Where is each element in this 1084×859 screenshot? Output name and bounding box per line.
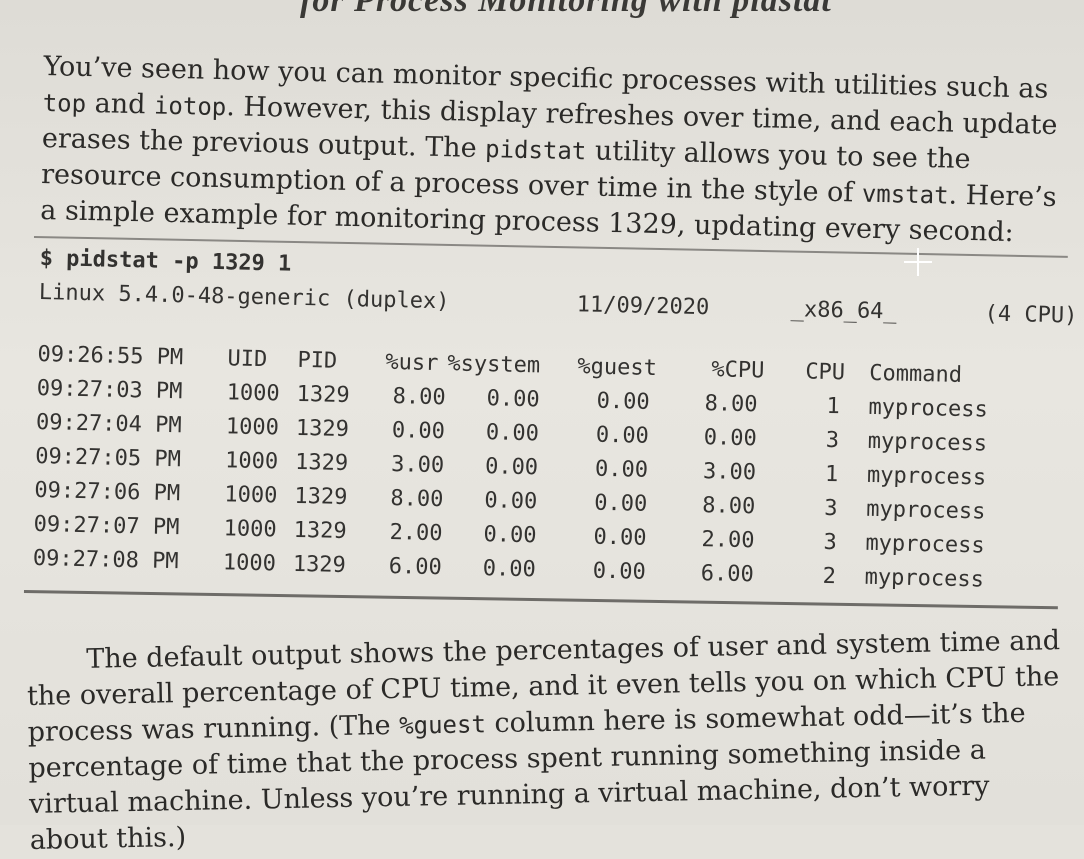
crosshair-cursor-icon (904, 248, 932, 276)
cell-cpu-pct: 8.00 (701, 493, 756, 520)
cell-uid: 1000 (223, 516, 277, 543)
cell-system: 0.00 (484, 454, 539, 481)
cell-cpu: 3 (823, 495, 838, 522)
cell-cpu-pct: 3.00 (702, 459, 757, 486)
shell-command: $ pidstat -p 1329 1 (39, 246, 292, 277)
inline-code-top: top (42, 88, 87, 118)
cell-system: 0.00 (482, 556, 537, 583)
cell-pid: 1329 (294, 483, 348, 511)
cell-guest: 0.00 (596, 388, 650, 415)
cell-cpu: 3 (823, 529, 838, 556)
cell-usr: 3.00 (390, 452, 445, 479)
cell-guest: 0.00 (594, 490, 648, 517)
cell-command: myprocess (866, 462, 987, 491)
header-time: 09:26:55 PM (37, 341, 184, 371)
cell-usr: 8.00 (390, 486, 444, 513)
cell-guest: 0.00 (593, 524, 647, 551)
intro-paragraph: You’ve seen how you can monitor specific… (39, 50, 1058, 249)
cell-usr: 8.00 (392, 384, 446, 411)
inline-code-vmstat: vmstat (861, 179, 949, 210)
header-pid: PID (297, 347, 338, 374)
cell-cpu-pct: 6.00 (700, 561, 754, 588)
date-info: 11/09/2020 (576, 292, 710, 321)
cell-guest: 0.00 (594, 456, 649, 483)
cell-cpu-pct: 0.00 (703, 425, 758, 452)
section-heading-fragment: for Process Monitoring with pidstat (300, 0, 832, 19)
cell-pid: 1329 (296, 381, 350, 409)
arch-info: _x86_64_ (790, 297, 897, 325)
cell-time: 09:27:07 PM (33, 511, 180, 541)
cell-system: 0.00 (484, 488, 538, 515)
cell-command: myprocess (867, 428, 988, 457)
header-usr: %usr (385, 349, 439, 377)
cell-command: myprocess (865, 530, 985, 559)
cell-pid: 1329 (294, 449, 349, 477)
cell-uid: 1000 (224, 482, 278, 509)
header-cpu: CPU (805, 359, 846, 386)
cell-cpu: 3 (825, 427, 840, 454)
cell-uid: 1000 (225, 414, 280, 441)
cell-guest: 0.00 (595, 422, 650, 449)
inline-code-guest: %guest (398, 710, 487, 740)
cell-uid: 1000 (226, 380, 280, 407)
header-uid: UID (227, 346, 268, 373)
cell-usr: 0.00 (391, 418, 446, 445)
cell-time: 09:27:05 PM (34, 443, 182, 473)
cell-usr: 6.00 (388, 553, 443, 581)
cell-command: myprocess (868, 394, 989, 423)
header-command: Command (869, 360, 963, 388)
cell-time: 09:27:08 PM (32, 545, 179, 575)
cell-pid: 1329 (292, 551, 347, 579)
cell-cpu-pct: 2.00 (701, 527, 755, 554)
cell-pid: 1329 (295, 415, 350, 443)
cell-command: myprocess (865, 496, 986, 525)
cell-time: 09:27:04 PM (35, 409, 182, 439)
header-cpu-pct: %CPU (711, 357, 765, 384)
cell-command: myprocess (864, 564, 985, 593)
cell-system: 0.00 (483, 522, 537, 549)
kernel-info: Linux 5.4.0-48-generic (duplex) (38, 279, 450, 315)
cell-usr: 2.00 (389, 520, 443, 547)
cell-cpu-pct: 8.00 (704, 391, 758, 418)
cell-pid: 1329 (293, 517, 347, 545)
cell-cpu: 1 (826, 393, 841, 420)
cell-uid: 1000 (224, 448, 279, 475)
cell-time: 09:27:03 PM (36, 375, 183, 405)
system-info-line: Linux 5.4.0-48-generic (duplex) 11/09/20… (38, 279, 1078, 333)
header-guest: %guest (577, 354, 658, 382)
cell-system: 0.00 (485, 420, 540, 447)
cell-uid: 1000 (222, 550, 277, 577)
inline-code-pidstat: pidstat (484, 135, 587, 166)
cell-time: 09:27:06 PM (34, 477, 181, 507)
cell-guest: 0.00 (592, 558, 647, 585)
outro-paragraph: The default output shows the percentages… (26, 625, 1061, 856)
cell-cpu: 1 (824, 461, 839, 488)
header-system: %system (447, 351, 541, 379)
inline-code-iotop: iotop (153, 91, 227, 122)
cpu-count-info: (4 CPU) (984, 301, 1078, 329)
cell-cpu: 2 (822, 563, 837, 590)
cell-system: 0.00 (486, 386, 540, 413)
